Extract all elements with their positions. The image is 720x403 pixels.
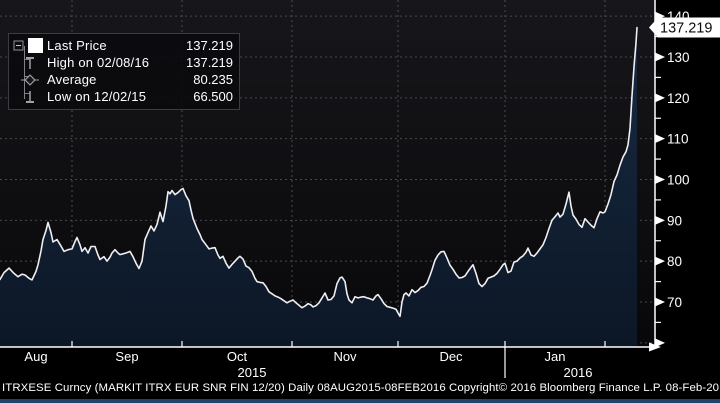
x-axis-year-label-2015: 2015 — [237, 365, 267, 380]
last-price-callout — [649, 17, 720, 38]
y-tick-arrow-icon — [655, 52, 665, 62]
average-diamond-icon — [21, 73, 39, 86]
legend-row-high[interactable]: High on 02/08/16 137.219 — [13, 54, 233, 71]
last-price-callout-value: 137.219 — [660, 21, 712, 37]
collapse-minus-icon[interactable] — [13, 40, 25, 52]
x-axis-month-label-dec: Dec — [439, 349, 463, 364]
y-tick-arrow-icon — [655, 297, 665, 307]
legend-value: 66.500 — [193, 89, 233, 104]
y-axis-label-90: 90 — [667, 213, 682, 228]
legend-row-low[interactable]: Low on 12/02/15 66.500 — [13, 88, 233, 105]
chart-legend: Last Price 137.219 High on 02/08/16 137.… — [8, 33, 240, 110]
y-axis-label-100: 100 — [667, 172, 690, 187]
legend-value: 137.219 — [186, 55, 233, 70]
x-axis-month-label-jan: Jan — [544, 349, 566, 364]
y-tick-arrow-icon — [655, 256, 665, 266]
legend-label: Last Price — [47, 38, 107, 53]
legend-label: Low on 12/02/15 — [47, 89, 147, 104]
x-axis-month-label-aug: Aug — [24, 349, 48, 364]
y-axis-label-110: 110 — [667, 132, 689, 147]
y-tick-arrow-icon — [655, 93, 665, 103]
y-axis-label-130: 130 — [667, 50, 690, 65]
chart-footer-info: ITRXESE Curncy (MARKIT ITRX EUR SNR FIN … — [2, 382, 720, 394]
x-axis-month-label-oct: Oct — [226, 349, 248, 364]
price-line — [0, 26, 638, 318]
legend-value: 80.235 — [193, 72, 233, 87]
bottom-accent-strip — [0, 399, 720, 403]
y-axis-label-80: 80 — [667, 254, 682, 269]
legend-tree-stub — [24, 76, 30, 77]
legend-row-last-price[interactable]: Last Price 137.219 — [13, 37, 233, 54]
low-tee-icon — [26, 90, 34, 103]
legend-tree-stub — [24, 59, 30, 60]
y-axis-label-120: 120 — [667, 91, 690, 106]
y-axis-label-70: 70 — [667, 295, 682, 310]
x-axis-month-label-sep: Sep — [115, 349, 139, 364]
legend-label: Average — [47, 72, 97, 87]
legend-value: 137.219 — [186, 38, 233, 53]
y-tick-arrow-icon — [655, 338, 665, 348]
x-axis-year-label-2016: 2016 — [563, 365, 593, 380]
price-area-fill — [0, 27, 637, 347]
x-axis-month-label-nov: Nov — [333, 349, 357, 364]
y-tick-arrow-icon — [655, 134, 665, 144]
high-tee-icon — [26, 56, 34, 69]
legend-tree-rail — [24, 46, 25, 99]
legend-tree-stub — [24, 93, 30, 94]
y-tick-arrow-icon — [655, 215, 665, 225]
legend-label: High on 02/08/16 — [47, 55, 150, 70]
last-price-square-icon — [28, 38, 43, 53]
legend-row-average[interactable]: Average 80.235 — [13, 71, 233, 88]
y-tick-arrow-icon — [655, 174, 665, 184]
